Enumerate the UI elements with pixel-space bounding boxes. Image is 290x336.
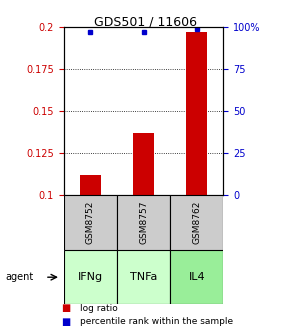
Text: IFNg: IFNg [78, 272, 103, 282]
Text: GSM8752: GSM8752 [86, 201, 95, 244]
Bar [64, 250, 117, 304]
Bar [170, 195, 223, 250]
Bar [133, 133, 154, 195]
Bar [117, 250, 170, 304]
Text: percentile rank within the sample: percentile rank within the sample [80, 318, 233, 326]
Bar [186, 32, 207, 195]
Bar [170, 250, 223, 304]
Text: ■: ■ [61, 317, 70, 327]
Text: TNFa: TNFa [130, 272, 157, 282]
Text: GSM8762: GSM8762 [192, 201, 201, 244]
Text: agent: agent [6, 272, 34, 282]
Bar [80, 175, 101, 195]
Text: log ratio: log ratio [80, 304, 117, 313]
Text: GSM8757: GSM8757 [139, 201, 148, 244]
Text: IL4: IL4 [188, 272, 205, 282]
Bar [64, 195, 117, 250]
Text: GDS501 / 11606: GDS501 / 11606 [93, 15, 197, 28]
Text: ■: ■ [61, 303, 70, 313]
Bar [117, 195, 170, 250]
